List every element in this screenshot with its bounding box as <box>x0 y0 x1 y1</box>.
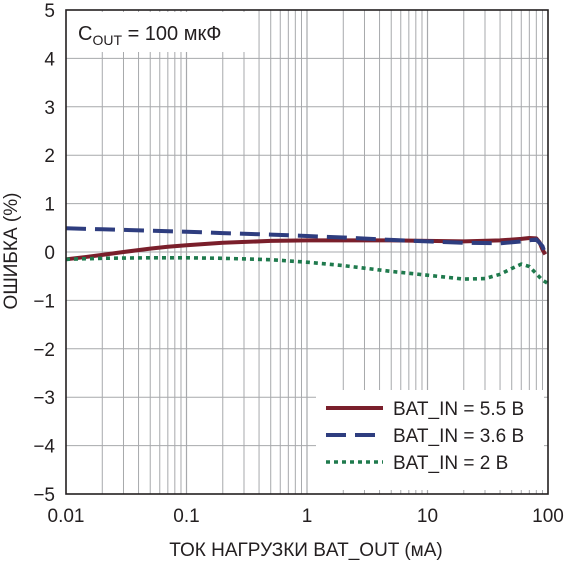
annotation-text: COUT = 100 мкФ <box>78 23 221 48</box>
y-tick-label: 3 <box>44 98 55 119</box>
x-tick-label: 0.1 <box>173 506 199 527</box>
series-group <box>65 226 549 286</box>
plot-frame <box>65 9 549 495</box>
x-tick-label: 0.01 <box>48 506 85 527</box>
annotation-background <box>70 12 254 52</box>
x-tick-label: 1 <box>302 506 313 527</box>
legend: BAT_IN = 5.5 В BAT_IN = 3.6 В BAT_IN = 2 В <box>316 390 544 490</box>
y-tick-label: −4 <box>33 437 55 458</box>
annotation-rest: = 100 мкФ <box>122 23 221 45</box>
x-tick-label: 100 <box>532 506 564 527</box>
legend-label-1: BAT_IN = 5.5 В <box>393 399 524 420</box>
series-line-2 <box>65 226 548 256</box>
y-tick-label: −3 <box>33 388 55 409</box>
annotation: COUT = 100 мкФ <box>70 12 254 52</box>
y-tick-label: −2 <box>33 340 55 361</box>
y-tick-label: 4 <box>44 49 55 70</box>
legend-label-3: BAT_IN = 2 В <box>393 453 508 474</box>
legend-label-2: BAT_IN = 3.6 В <box>393 426 524 447</box>
y-tick-label: −5 <box>33 485 55 506</box>
series-line-3 <box>65 255 549 286</box>
annotation-sub: OUT <box>92 32 122 48</box>
y-tick-label: 2 <box>44 146 55 167</box>
y-tick-label: −1 <box>33 291 55 312</box>
y-axis-title: ОШИБКА (%) <box>1 193 22 310</box>
x-tick-label: 10 <box>417 506 438 527</box>
x-axis-title: ТОК НАГРУЗКИ BAT_OUT (мА) <box>169 540 443 561</box>
y-tick-label: 1 <box>44 195 55 216</box>
annotation-main: C <box>78 23 92 45</box>
y-tick-label: 5 <box>44 1 55 22</box>
y-tick-label: 0 <box>44 243 55 264</box>
